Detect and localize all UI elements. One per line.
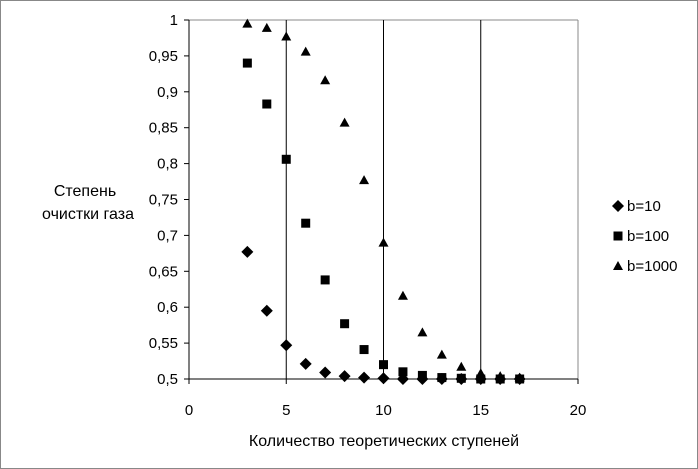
y-tick-label: 0,6 [157, 299, 178, 316]
series-triangle [242, 18, 525, 382]
y-tick-label: 0,7 [157, 227, 178, 244]
triangle-point [417, 327, 428, 337]
legend-label: b=100 [627, 228, 669, 245]
diamond-point [377, 372, 390, 385]
x-tick-label: 5 [282, 402, 290, 419]
diamond-point [280, 339, 293, 352]
triangle-point [281, 31, 292, 41]
triangle-point [339, 117, 350, 127]
triangle-point [242, 18, 253, 28]
triangle-point [495, 371, 506, 381]
square-point [417, 370, 427, 380]
square-point [320, 275, 330, 285]
triangle-point [475, 368, 486, 378]
y-axis-title-line-2: очистки газа [42, 206, 134, 223]
y-tick-label: 0,5 [157, 371, 178, 388]
square-point [262, 99, 272, 109]
square-point [437, 373, 447, 383]
axis-layer [184, 19, 579, 384]
triangle-point [359, 175, 370, 185]
square-point [476, 374, 486, 384]
triangle-point [456, 361, 467, 371]
diamond-point [241, 245, 254, 258]
grid-layer [189, 19, 579, 379]
triangle-point [397, 290, 408, 300]
square-point [301, 218, 311, 228]
x-tick-label: 15 [472, 402, 489, 419]
y-tick-label: 0,8 [157, 156, 178, 173]
triangle-point [378, 237, 389, 247]
x-axis-title: Количество теоретических ступеней [249, 433, 519, 450]
x-tick-label: 20 [570, 402, 587, 419]
square-point [242, 58, 252, 68]
legend-label: b=10 [627, 198, 661, 215]
square-point [359, 345, 369, 355]
diamond-point [319, 366, 332, 379]
diamond-point [358, 371, 371, 384]
square-point [398, 367, 408, 377]
triangle-point [300, 46, 311, 56]
diamond-point [299, 357, 312, 370]
y-tick-label: 0,55 [149, 335, 178, 352]
square-point [340, 319, 350, 329]
diamond-point [260, 304, 273, 317]
triangle-point [320, 75, 331, 85]
y-tick-label: 0,85 [149, 120, 178, 137]
y-tick-label: 0,95 [149, 48, 178, 65]
triangle-point [436, 349, 447, 359]
legend-marker-square [613, 231, 623, 241]
legend: b=10 b=100 b=1000 [612, 198, 677, 275]
y-tick-label: 0,75 [149, 192, 178, 209]
y-axis-title-line-1: Степень [54, 183, 116, 200]
triangle-point [261, 22, 272, 32]
square-point [379, 360, 388, 370]
y-tick-label: 1 [170, 12, 178, 29]
data-markers [241, 18, 526, 385]
x-tick-label: 10 [375, 402, 392, 419]
legend-marker-triangle [613, 261, 623, 270]
diamond-point [338, 370, 351, 383]
x-tick-label: 0 [185, 402, 193, 419]
square-point [456, 373, 466, 383]
legend-label: b=1000 [627, 258, 677, 275]
triangle-point [514, 372, 525, 382]
legend-marker-diamond [612, 200, 624, 212]
y-tick-label: 0,9 [157, 84, 178, 101]
square-point [281, 154, 291, 164]
y-tick-label: 0,65 [149, 263, 178, 280]
